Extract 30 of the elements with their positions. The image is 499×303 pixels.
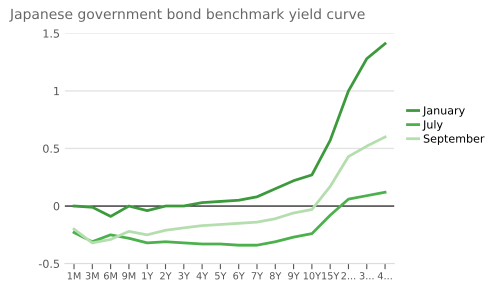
- x-tick-label: 2Y: [160, 272, 172, 280]
- y-tick-label: 1: [54, 87, 59, 96]
- line-series: [72, 42, 386, 218]
- line-series: [72, 190, 386, 247]
- x-tick-label: 4...: [378, 272, 392, 280]
- y-tick-label: 0.5: [43, 144, 60, 153]
- x-tick-label: 9M: [122, 272, 136, 280]
- x-tick-label: 15Y: [322, 272, 340, 280]
- line-series: [72, 136, 386, 244]
- legend-label: September: [424, 134, 484, 145]
- y-tick-label: 1.5: [44, 29, 60, 38]
- x-tick-label: 6Y: [233, 272, 245, 280]
- y-tick-label: -0.5: [38, 260, 60, 268]
- x-tick-label: 1Y: [142, 272, 154, 280]
- x-tick-label: 7Y: [252, 272, 264, 280]
- x-tick-label: 3Y: [178, 272, 190, 280]
- x-tick-label: 3...: [360, 272, 374, 280]
- x-tick-label: 2...: [341, 272, 356, 280]
- x-tick-label: 4Y: [196, 272, 208, 280]
- x-tick-label: 6M: [104, 272, 117, 280]
- x-tick-label: 8Y: [270, 272, 282, 280]
- x-tick-label: 1M: [68, 272, 80, 280]
- x-tick-label: 10Y: [304, 272, 322, 280]
- y-tick-label: 0: [54, 202, 60, 210]
- legend-label: July: [422, 120, 443, 131]
- x-tick-label: 5Y: [215, 272, 226, 280]
- chart-title: Japanese government bond benchmark yield curve: [9, 8, 365, 22]
- x-tick-label: 9Y: [288, 272, 300, 280]
- legend-label: January: [422, 106, 465, 117]
- x-tick-label: 3M: [86, 272, 99, 280]
